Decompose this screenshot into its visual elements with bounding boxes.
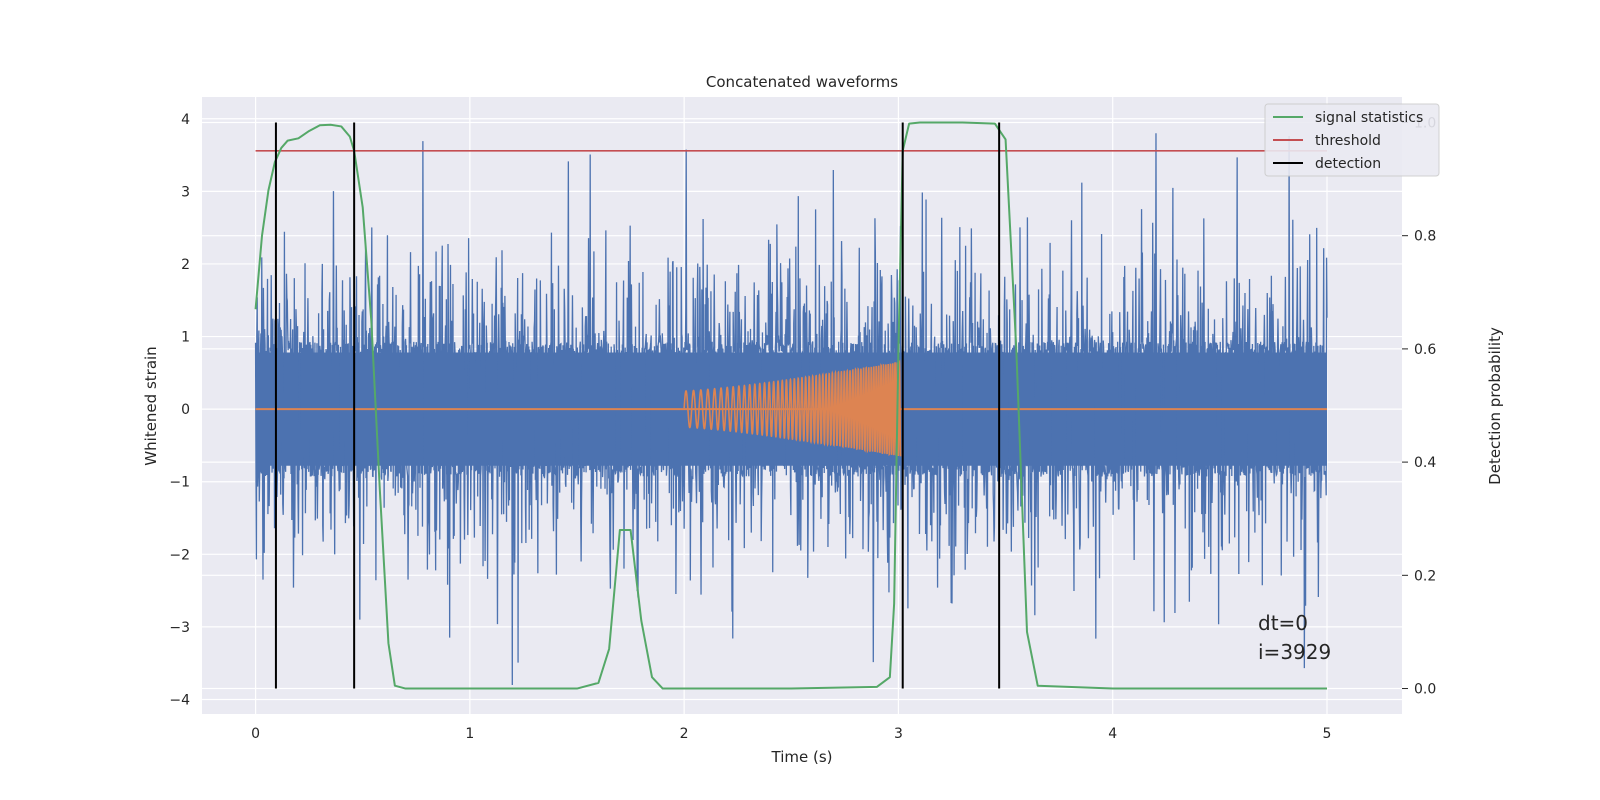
signal-statistics-series (254, 121, 1327, 690)
x-tick-label: 5 (1323, 726, 1332, 742)
y-tick-label: 2 (181, 257, 190, 273)
x-axis: 0 1 2 3 4 5 (251, 726, 1331, 742)
y2-tick-label: 0.6 (1414, 342, 1436, 358)
y2-tick-label: 0.8 (1414, 229, 1436, 245)
legend: signal statistics threshold detection (1264, 103, 1440, 177)
legend-label-signal-statistics: signal statistics (1315, 110, 1423, 126)
y-tick-label: 4 (181, 112, 190, 128)
noise-line (254, 133, 1328, 685)
chart-title: Concatenated waveforms (706, 73, 898, 91)
legend-box (1264, 103, 1440, 177)
y2-tick-label: 0.2 (1414, 568, 1436, 584)
y-axis-left: −4 −3 −2 −1 0 1 2 3 4 (169, 112, 190, 709)
y-axis-label: Whitened strain (142, 346, 160, 465)
annotation-dt: dt=0 (1258, 611, 1308, 635)
y-tick-label: 1 (181, 330, 190, 346)
chirp-line (683, 359, 902, 457)
y-tick-label: 0 (181, 402, 190, 418)
y-axis-right: 0.00.20.40.60.81.0 (1402, 115, 1436, 698)
signal-statistics-line (254, 121, 1327, 690)
y-tick-label: −2 (169, 547, 190, 563)
x-tick-label: 3 (894, 726, 903, 742)
y2-tick-label: 0.0 (1414, 682, 1436, 698)
y2-axis-label: Detection probability (1486, 327, 1504, 485)
x-tick-label: 0 (251, 726, 260, 742)
x-tick-label: 1 (465, 726, 474, 742)
y2-tick-label: 0.4 (1414, 455, 1436, 471)
x-tick-label: 2 (680, 726, 689, 742)
y-tick-label: 3 (181, 184, 190, 200)
x-tick-label: 4 (1108, 726, 1117, 742)
x-axis-label: Time (s) (771, 748, 833, 766)
y-tick-label: −1 (169, 475, 190, 491)
y-tick-label: −3 (169, 620, 190, 636)
chirp-series (255, 359, 1327, 457)
annotation-i: i=3929 (1258, 640, 1331, 664)
y-tick-label: −4 (169, 692, 190, 708)
legend-label-detection: detection (1315, 156, 1381, 172)
detection-series (274, 122, 1001, 689)
legend-label-threshold: threshold (1315, 133, 1381, 149)
